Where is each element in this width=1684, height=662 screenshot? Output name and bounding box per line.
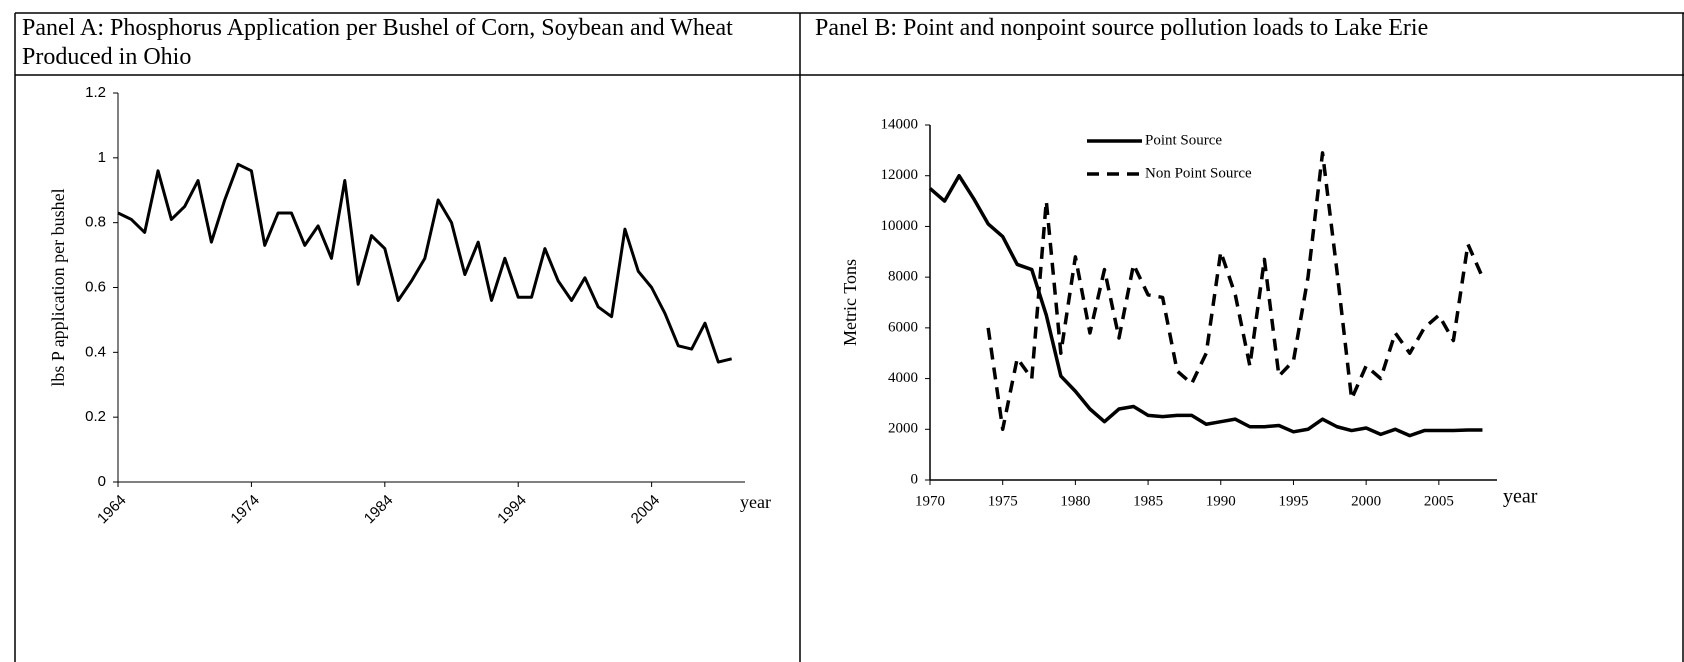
y-tick-label: 0.4	[85, 343, 106, 360]
x-tick-label: 1974	[227, 492, 263, 528]
legend-label: Non Point Source	[1145, 165, 1252, 181]
data-line	[986, 151, 1485, 432]
x-axis-label: year	[1503, 486, 1538, 508]
y-tick-label: 12000	[881, 167, 919, 183]
y-tick-label: 8000	[888, 269, 918, 285]
x-tick-label: 1970	[915, 493, 945, 509]
data-line	[928, 173, 1483, 438]
data-line	[117, 162, 733, 364]
y-tick-label: 0.2	[85, 408, 106, 425]
x-tick-label: 1964	[94, 492, 130, 528]
y-tick-label: 6000	[888, 319, 918, 335]
x-tick-label: 1994	[494, 492, 530, 528]
legend-label: Point Source	[1145, 132, 1222, 148]
y-tick-label: 4000	[888, 370, 918, 386]
y-tick-label: 0.8	[85, 214, 106, 231]
y-tick-label: 1.2	[85, 84, 106, 101]
x-tick-label: 1984	[361, 492, 397, 528]
y-tick-label: 10000	[881, 218, 919, 234]
y-tick-label: 0.6	[85, 278, 106, 295]
x-tick-label: 1985	[1133, 493, 1163, 509]
x-tick-label: 1980	[1060, 493, 1090, 509]
y-axis-label: lbs P application per bushel	[48, 188, 68, 386]
y-axis-label: Metric Tons	[840, 259, 860, 346]
x-tick-label: 1995	[1278, 493, 1308, 509]
y-tick-label: 0	[911, 471, 919, 487]
x-tick-label: 2000	[1351, 493, 1381, 509]
x-tick-label: 1990	[1206, 493, 1236, 509]
panel-title: Panel A: Phosphorus Application per Bush…	[22, 15, 733, 70]
x-axis-label: year	[740, 492, 771, 512]
y-tick-label: 0	[98, 473, 106, 490]
y-tick-label: 14000	[881, 116, 919, 132]
x-tick-label: 2004	[628, 492, 664, 528]
y-tick-label: 1	[98, 149, 106, 166]
x-tick-label: 2005	[1424, 493, 1454, 509]
panel-title: Panel B: Point and nonpoint source pollu…	[815, 15, 1429, 41]
y-tick-label: 2000	[888, 421, 918, 437]
x-tick-label: 1975	[988, 493, 1018, 509]
